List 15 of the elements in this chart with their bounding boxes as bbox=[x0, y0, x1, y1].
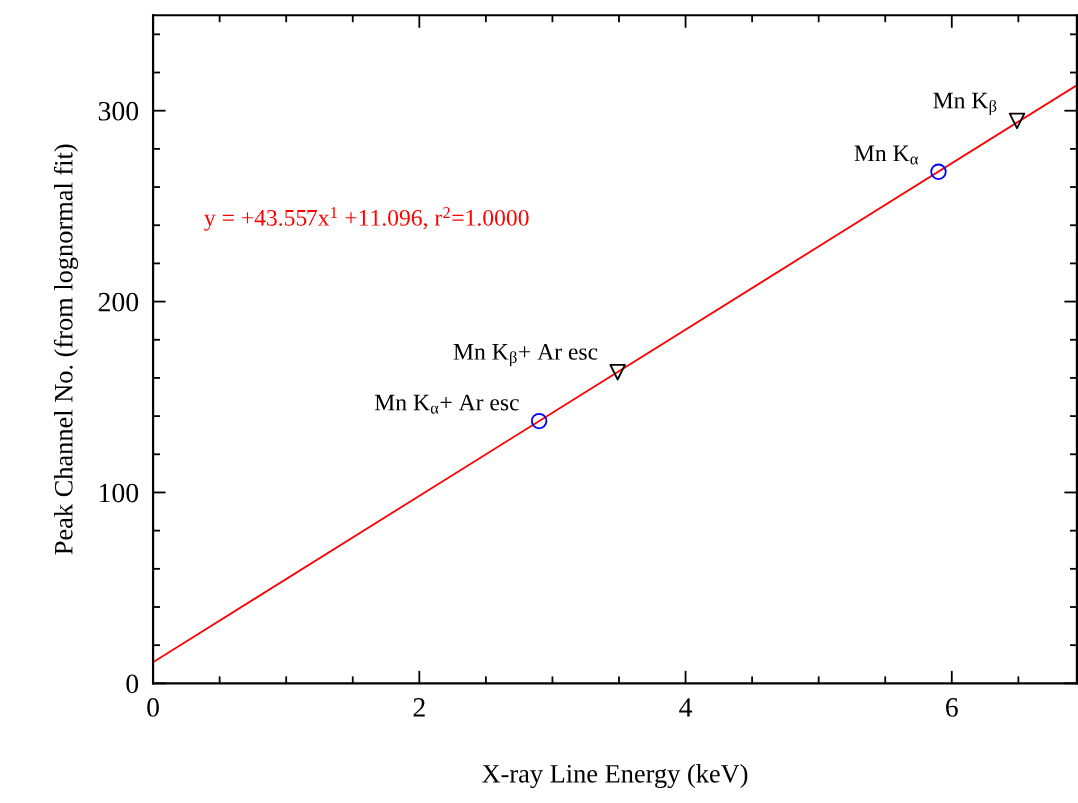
annotation: Mn K$_{α}$+ Ar esc bbox=[374, 394, 519, 414]
annotation: Mn K$_{α}$ bbox=[854, 145, 919, 165]
y-tick-label: 200 bbox=[98, 292, 139, 312]
y-tick-label: 100 bbox=[99, 483, 139, 503]
annotation: Mn K$_{β}$ bbox=[933, 92, 997, 116]
x-tick-label: 4 bbox=[679, 698, 693, 717]
annotation: Mn K$_{β}$+ Ar esc bbox=[453, 343, 598, 367]
x-axis-title: X-ray Line Energy (keV) bbox=[482, 764, 748, 789]
y-tick-label: 300 bbox=[98, 101, 139, 121]
y-tick-label: 0 bbox=[126, 674, 139, 694]
x-tick-label: 0 bbox=[147, 698, 159, 717]
x-tick-label: 6 bbox=[946, 698, 958, 717]
y-axis-title: Peak Channel No. (from lognormal fit) bbox=[53, 144, 79, 555]
annotation: y = +43.557x$^{1}$ +11.096, r$^{2}$=1.0000 bbox=[204, 207, 529, 231]
x-tick-label: 2 bbox=[413, 698, 425, 717]
